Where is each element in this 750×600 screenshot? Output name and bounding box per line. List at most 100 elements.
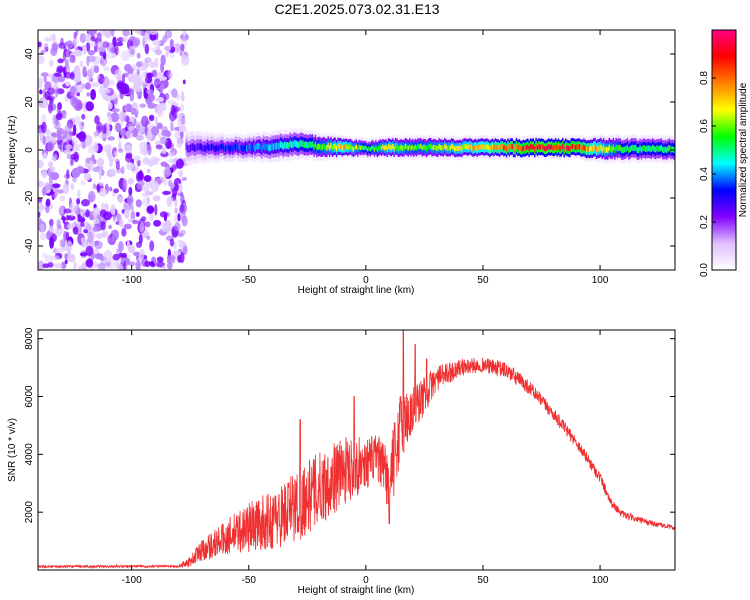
spectrogram-signal-cell	[579, 144, 581, 150]
spectrogram-signal-cell	[344, 144, 347, 150]
spectrogram-noise-blob	[160, 161, 168, 167]
spectrogram-noise-blob	[144, 125, 148, 136]
spectrogram-noise-blob	[41, 186, 47, 196]
spectrogram-signal-cell	[496, 144, 498, 150]
spectrogram-noise-blob	[118, 197, 124, 204]
spectrogram-noise-blob	[162, 167, 171, 178]
spectrogram-noise-blob	[181, 50, 185, 63]
spectrogram-noise-blob	[64, 58, 69, 70]
spectrogram-signal-cell	[205, 145, 208, 153]
spectrogram-signal-cell	[268, 144, 271, 152]
spectrogram-noise-blob	[70, 153, 78, 160]
spectrogram-signal-cell	[527, 144, 529, 150]
spectrogram-signal-cell	[247, 144, 250, 151]
spectrogram-noise-blob	[103, 250, 113, 262]
spectrogram-signal-cell	[430, 143, 432, 149]
spectrogram-signal-cell	[640, 146, 643, 153]
spectrogram-noise-blob	[76, 198, 81, 205]
spectrogram-signal-cell	[230, 144, 233, 151]
spectrogram-noise-blob	[159, 76, 167, 81]
spectrogram-signal-cell	[227, 144, 230, 151]
y-tick-label: 20	[24, 96, 35, 108]
spectrogram-noise-blob	[59, 239, 66, 248]
spectrogram-noise-blob	[179, 229, 187, 235]
spectrogram-noise-blob	[108, 224, 112, 230]
spectrogram-noise-blob	[66, 215, 76, 221]
spectrogram-signal-cell	[327, 142, 330, 149]
spectrogram-noise-blob	[111, 53, 116, 59]
spectrogram-signal-cell	[254, 145, 257, 152]
spectrogram-noise-blob	[70, 183, 75, 191]
spectrogram-noise-blob	[133, 251, 140, 257]
spectrogram-signal-cell	[623, 146, 626, 153]
spectrogram-noise-blob	[154, 57, 159, 69]
spectrogram-signal-cell	[385, 144, 387, 150]
spectrogram-noise-blob	[162, 265, 167, 270]
spectrogram-noise-blob	[76, 84, 82, 90]
spectrogram-noise-blob	[57, 75, 66, 83]
spectrogram-signal-cell	[333, 144, 335, 150]
spectrogram-noise-blob	[116, 80, 125, 91]
spectrogram-noise-blob	[147, 144, 152, 156]
spectrogram-noise-blob	[85, 134, 93, 147]
spectrogram-noise-blob	[80, 237, 87, 245]
spectrogram-signal-cell	[439, 145, 442, 151]
spectrogram-signal-cell	[611, 146, 614, 153]
spectrogram-signal-cell	[504, 144, 507, 150]
spectrogram-signal-cell	[349, 144, 352, 150]
spectrogram-signal-cell	[421, 145, 424, 151]
spectrogram-signal-cell	[560, 145, 563, 151]
spectrogram-signal-cell	[224, 146, 227, 152]
spectrogram-noise-blob	[85, 101, 94, 112]
spectrogram-signal-band	[185, 127, 675, 166]
spectrogram-noise-blob	[127, 67, 134, 75]
spectrogram-noise-blob	[94, 115, 100, 125]
spectrogram-signal-cell	[587, 146, 590, 152]
spectrogram-signal-cell	[635, 144, 638, 151]
y-tick-label: -40	[24, 238, 35, 253]
spectrogram-noise-blob	[118, 112, 123, 121]
spectrogram-signal-cell	[407, 145, 410, 151]
spectrogram-signal-cell	[639, 145, 642, 152]
spectrogram-signal-cell	[511, 144, 514, 149]
spectrogram-noise-blob	[41, 121, 47, 134]
spectrogram-signal-cell	[352, 147, 355, 152]
spectrogram-signal-cell	[244, 144, 247, 151]
spectrogram-signal-cell	[653, 146, 656, 152]
spectrogram-signal-cell	[375, 145, 378, 150]
spectrogram-signal-cell	[348, 144, 351, 150]
spectrogram-signal-cell	[216, 144, 219, 151]
spectrogram-signal-cell	[248, 143, 251, 150]
spectrogram-noise-blob	[44, 81, 52, 91]
spectrogram-noise-blob	[50, 132, 57, 138]
spectrogram-noise-blob	[152, 195, 161, 202]
spectrogram-signal-cell	[480, 144, 483, 149]
spectrogram-signal-cell	[659, 145, 661, 152]
spectrogram-noise-blob	[57, 224, 62, 230]
spectrogram-signal-cell	[196, 143, 199, 151]
spectrogram-signal-cell	[541, 144, 543, 150]
spectrogram-signal-cell	[397, 146, 400, 152]
spectrogram-noise-blob	[182, 79, 186, 85]
spectrogram-noise-blob	[168, 158, 175, 164]
spectrogram-signal-cell	[490, 145, 493, 150]
spectrogram-noise-blob	[69, 201, 76, 212]
spectrogram-noise-blob	[170, 46, 176, 53]
spectrogram-noise-blob	[135, 199, 142, 208]
spectrogram-signal-cell	[459, 145, 462, 151]
spectrogram-signal-cell	[646, 145, 649, 152]
spectrogram-signal-cell	[532, 144, 535, 150]
spectrogram-noise-blob	[45, 205, 50, 214]
spectrogram-noise-blob	[146, 168, 151, 174]
spectrogram-noise-blob	[79, 32, 87, 44]
spectrogram-signal-cell	[219, 144, 222, 151]
spectrogram-signal-cell	[269, 144, 272, 151]
spectrogram-noise-blob	[44, 128, 52, 141]
spectrogram-noise-blob	[118, 241, 124, 253]
spectrogram-signal-cell	[431, 145, 434, 151]
spectrogram-signal-cell	[201, 143, 203, 151]
spectrogram-noise-blob	[115, 122, 122, 133]
spectrogram-noise-blob	[147, 206, 154, 213]
spectrogram-signal-cell	[584, 145, 587, 152]
spectrogram-noise-blob	[93, 65, 100, 74]
